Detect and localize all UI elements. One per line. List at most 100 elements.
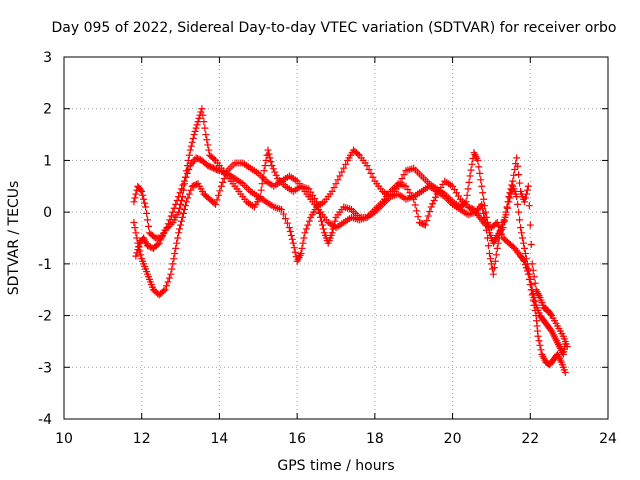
data-point xyxy=(141,199,149,207)
data-point xyxy=(498,230,506,238)
data-point xyxy=(162,282,170,290)
data-point xyxy=(520,244,528,252)
data-point xyxy=(485,250,493,258)
data-point xyxy=(183,162,191,170)
data-point xyxy=(216,187,224,195)
data-point xyxy=(265,150,273,158)
data-point xyxy=(495,234,503,242)
x-tick-label: 24 xyxy=(599,431,617,447)
data-point xyxy=(519,234,527,242)
data-point xyxy=(210,155,218,163)
data-point xyxy=(170,255,178,263)
data-point xyxy=(131,194,139,202)
data-point xyxy=(193,121,201,129)
data-point xyxy=(145,222,153,230)
data-point xyxy=(363,162,371,170)
data-point xyxy=(187,186,195,194)
data-point xyxy=(508,181,516,189)
data-point xyxy=(178,197,186,205)
data-point xyxy=(531,306,539,314)
y-tick-label: -2 xyxy=(38,309,52,325)
data-point xyxy=(522,190,530,198)
data-point xyxy=(424,212,432,220)
data-point xyxy=(304,221,312,229)
y-tick-label: -3 xyxy=(38,360,52,376)
data-point xyxy=(288,235,296,243)
data-point xyxy=(290,244,298,252)
data-point xyxy=(494,239,502,247)
data-point xyxy=(202,131,210,139)
data-point xyxy=(504,198,512,206)
data-point xyxy=(130,198,138,206)
data-point xyxy=(256,193,264,201)
data-point xyxy=(485,242,493,250)
data-point xyxy=(317,217,325,225)
data-point xyxy=(180,206,188,214)
data-point xyxy=(340,164,348,172)
data-point xyxy=(200,118,208,126)
data-point xyxy=(491,257,499,265)
data-point xyxy=(268,162,276,170)
data-point xyxy=(182,198,190,206)
data-point xyxy=(496,229,504,237)
data-point xyxy=(492,251,500,259)
data-point xyxy=(199,111,207,119)
data-point xyxy=(507,185,515,193)
data-point xyxy=(131,224,139,232)
data-point xyxy=(137,251,145,259)
data-point xyxy=(179,209,187,217)
data-point xyxy=(489,270,497,278)
data-point xyxy=(262,156,270,164)
series-track-c xyxy=(132,105,571,351)
data-point xyxy=(164,278,172,286)
data-point xyxy=(267,158,275,166)
data-point xyxy=(334,176,342,184)
data-point xyxy=(319,225,327,233)
data-point xyxy=(537,346,545,354)
data-point xyxy=(181,202,189,210)
data-point xyxy=(506,189,514,197)
y-tick-label: 2 xyxy=(43,102,52,118)
data-point xyxy=(479,189,487,197)
data-point xyxy=(261,162,269,170)
x-tick-label: 12 xyxy=(133,431,151,447)
data-point xyxy=(369,173,377,181)
data-point xyxy=(400,171,408,179)
data-point xyxy=(509,177,517,185)
data-point xyxy=(130,218,138,226)
data-point xyxy=(179,193,187,201)
data-point xyxy=(283,219,291,227)
data-point xyxy=(181,173,189,181)
data-point xyxy=(189,134,197,142)
data-point xyxy=(300,234,308,242)
data-point xyxy=(432,193,440,201)
data-point xyxy=(186,146,194,154)
data-point xyxy=(477,176,485,184)
data-point xyxy=(519,256,527,264)
x-tick-label: 18 xyxy=(366,431,384,447)
axis-ticks xyxy=(63,56,609,420)
data-point xyxy=(529,296,537,304)
data-point xyxy=(330,184,338,192)
data-point xyxy=(165,274,173,282)
data-point xyxy=(525,275,533,283)
series-track-a xyxy=(130,146,569,358)
data-point xyxy=(172,244,180,252)
data-point xyxy=(305,217,313,225)
chart-title: Day 095 of 2022, Sidereal Day-to-day VTE… xyxy=(52,20,617,36)
data-point xyxy=(264,146,272,154)
data-point xyxy=(521,250,529,258)
data-point xyxy=(281,215,289,223)
data-point xyxy=(140,195,148,203)
data-point xyxy=(331,217,339,225)
data-point xyxy=(336,172,344,180)
data-point xyxy=(521,194,529,202)
data-point xyxy=(133,249,141,257)
data-point xyxy=(291,248,299,256)
data-point xyxy=(132,252,140,260)
data-point xyxy=(493,244,501,252)
data-point xyxy=(314,202,322,210)
data-point xyxy=(530,273,538,281)
data-point xyxy=(182,167,190,175)
